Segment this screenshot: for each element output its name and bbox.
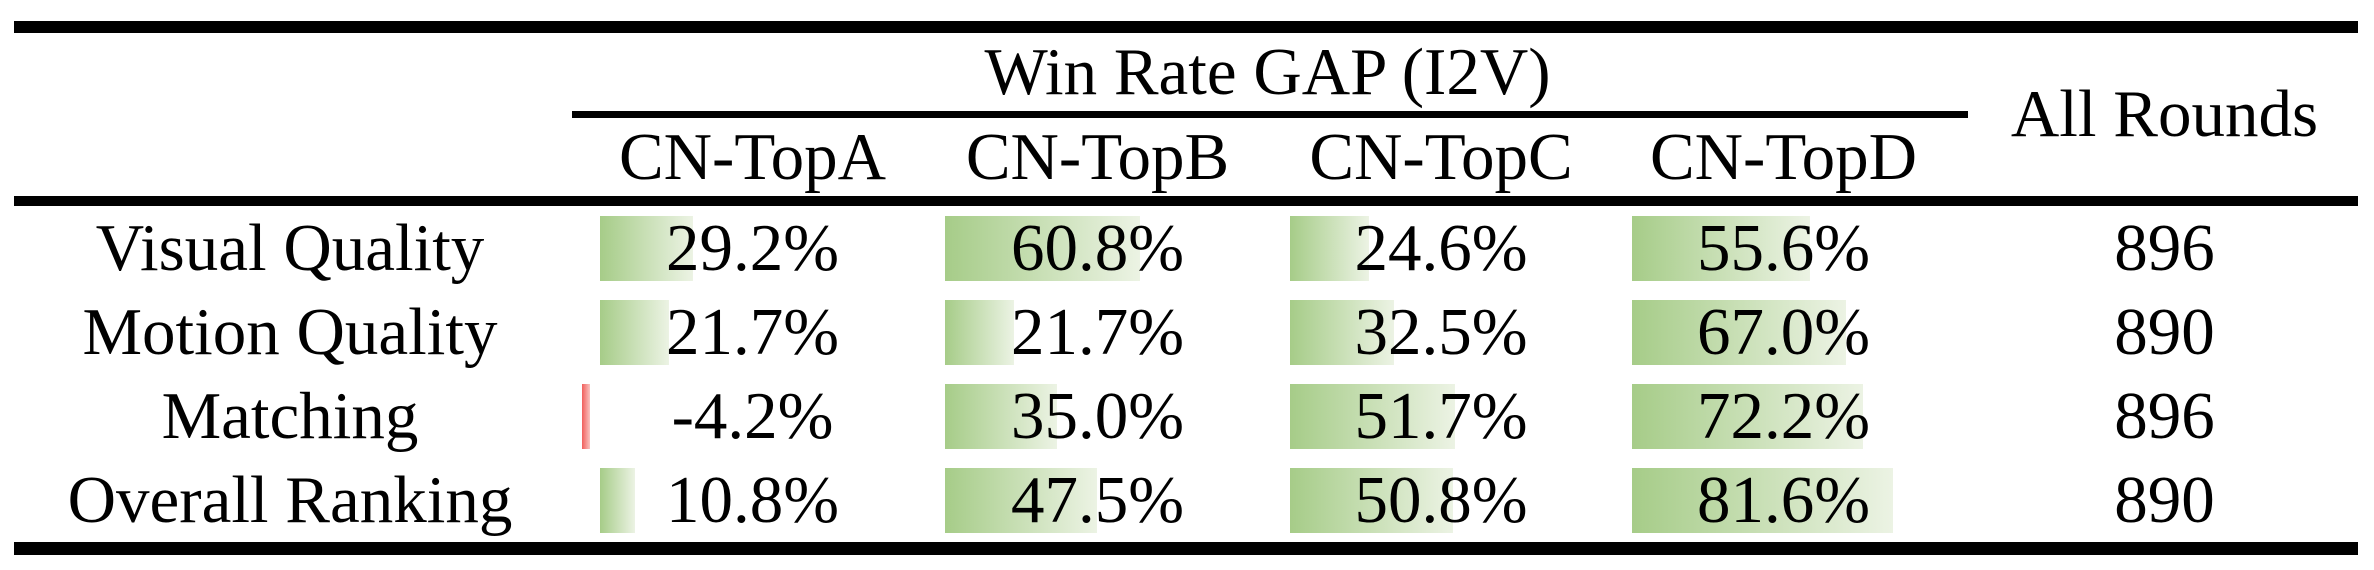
data-bar [1290, 300, 1394, 365]
cell-value: 47.5% [1010, 462, 1185, 537]
table-cell: 55.6% [1612, 206, 1955, 290]
data-bar [600, 300, 670, 365]
row-label-overall-ranking: Overall Ranking [67, 462, 513, 537]
table-cell: 24.6% [1270, 206, 1612, 290]
table-cell: 72.2% [1612, 374, 1955, 458]
data-bar [1632, 216, 1810, 281]
cell-value: 55.6% [1696, 210, 1871, 285]
all-rounds-value: 896 [2114, 210, 2215, 285]
data-bar [945, 384, 1057, 449]
data-bar [600, 468, 635, 533]
column-header-all-rounds: All Rounds [2010, 77, 2319, 151]
table-cell: 67.0% [1612, 290, 1955, 374]
cell-value: 50.8% [1354, 462, 1528, 537]
table-cell: 29.2% [580, 206, 925, 290]
cell-value: 21.7% [1010, 294, 1185, 369]
column-header-cn-topa: CN-TopA [618, 119, 887, 194]
row-label-matching: Matching [161, 378, 419, 453]
table-cell: 35.0% [925, 374, 1270, 458]
data-bar [1290, 216, 1369, 281]
cell-value: 21.7% [665, 294, 840, 369]
table-top-rule [14, 21, 2358, 33]
cell-value: 72.2% [1696, 378, 1871, 453]
column-header-cn-topc: CN-TopC [1309, 119, 1573, 194]
data-bar [1632, 300, 1847, 365]
column-header-cn-topb: CN-TopB [965, 119, 1230, 194]
cell-value: 60.8% [1010, 210, 1185, 285]
cell-value: 32.5% [1354, 294, 1528, 369]
cell-value: 24.6% [1354, 210, 1528, 285]
cell-value: 67.0% [1696, 294, 1871, 369]
data-bar [945, 300, 1015, 365]
data-bar [945, 468, 1097, 533]
data-bar [600, 216, 694, 281]
table-bottom-rule [14, 542, 2358, 555]
table-cell: 32.5% [1270, 290, 1612, 374]
table-cell: 10.8% [580, 458, 925, 542]
cell-value: 29.2% [665, 210, 840, 285]
table-cell: 51.7% [1270, 374, 1612, 458]
table-cell: 81.6% [1612, 458, 1955, 542]
table-cell: 50.8% [1270, 458, 1612, 542]
table-cell: 21.7% [580, 290, 925, 374]
cell-value: 51.7% [1354, 378, 1528, 453]
all-rounds-value: 896 [2114, 378, 2215, 453]
all-rounds-value: 890 [2114, 294, 2215, 369]
group-header-underline-rule [572, 111, 1968, 118]
table-cell: 21.7% [925, 290, 1270, 374]
table-cell: 47.5% [925, 458, 1270, 542]
data-bar [582, 384, 590, 449]
cell-value: 81.6% [1696, 462, 1871, 537]
data-bar [1632, 468, 1894, 533]
group-header-win-rate-gap: Win Rate GAP (I2V) [984, 34, 1551, 109]
table-cell: -4.2% [580, 374, 925, 458]
row-label-motion-quality: Motion Quality [82, 294, 498, 369]
row-label-visual-quality: Visual Quality [95, 210, 485, 285]
header-separator-rule [14, 196, 2358, 206]
cell-value: -4.2% [671, 378, 834, 453]
cell-value: 10.8% [665, 462, 840, 537]
cell-value: 35.0% [1010, 378, 1185, 453]
column-header-cn-topd: CN-TopD [1649, 119, 1918, 194]
data-bar [1290, 468, 1453, 533]
data-bar [1632, 384, 1864, 449]
table-cell: 60.8% [925, 206, 1270, 290]
all-rounds-value: 890 [2114, 462, 2215, 537]
data-bar [945, 216, 1140, 281]
data-bar [1290, 384, 1456, 449]
